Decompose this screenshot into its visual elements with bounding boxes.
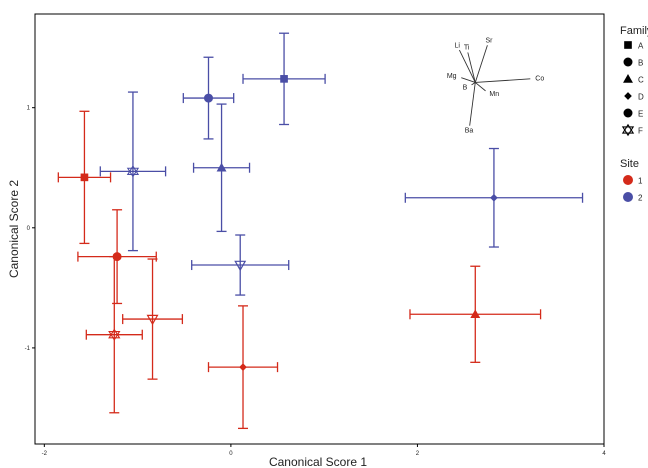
plot-panel xyxy=(34,13,605,445)
legend-family-title: Family xyxy=(620,25,648,37)
x-tick-label: -2 xyxy=(42,451,48,457)
biplot-label: B xyxy=(463,85,468,92)
data-point xyxy=(242,32,326,126)
legend-family-marker xyxy=(623,57,633,67)
data-point xyxy=(122,258,184,380)
point-marker xyxy=(216,162,227,172)
biplot-label: Li xyxy=(454,43,460,50)
legend-family-entry: B xyxy=(623,57,643,68)
point-marker xyxy=(146,314,159,326)
point-marker xyxy=(126,165,140,178)
biplot-arrow xyxy=(475,78,531,83)
point-marker xyxy=(108,328,121,341)
x-tick-label: 0 xyxy=(229,451,233,457)
legend-family-label: E xyxy=(638,110,643,119)
legend-family-entry: A xyxy=(624,41,644,51)
legend-site-entry: 1 xyxy=(623,175,643,186)
point-marker xyxy=(239,363,247,371)
biplot-label: Ti xyxy=(464,45,470,52)
legend-site-label: 1 xyxy=(638,177,643,186)
legend-family-entry: D xyxy=(624,92,644,102)
y-axis-label: Canonical Score 2 xyxy=(7,180,21,278)
x-tick-label: 4 xyxy=(602,451,606,457)
legend-site-label: 2 xyxy=(638,194,643,203)
biplot-arrow xyxy=(459,49,476,83)
axis-ticks: -2 0 2 4 -1 0 1 xyxy=(25,106,607,457)
data-point xyxy=(99,91,167,252)
star-up-triangle xyxy=(126,165,140,176)
point-marker xyxy=(280,75,288,83)
biplot-label: Sr xyxy=(485,37,493,44)
legend-family-label: C xyxy=(638,76,644,85)
data-point xyxy=(404,147,584,248)
data-point xyxy=(207,305,279,430)
biplot-arrow xyxy=(469,82,476,126)
biplot-arrow xyxy=(474,45,488,83)
biplot-arrow xyxy=(471,82,476,86)
star-up-triangle xyxy=(621,123,635,134)
legend-family-label: B xyxy=(638,59,643,68)
biplot-arrow xyxy=(474,82,486,92)
legend-site-marker xyxy=(623,192,633,202)
legend-family-label: D xyxy=(638,93,644,102)
legend-site-entries: 12 xyxy=(623,175,643,203)
legend-family-marker xyxy=(621,123,635,137)
legend-family-entry: C xyxy=(623,74,644,85)
legend-family-entry: E xyxy=(623,108,643,119)
legend-family-marker xyxy=(624,41,632,49)
point-marker xyxy=(470,309,481,318)
legend-site-entry: 2 xyxy=(623,192,643,203)
data-point xyxy=(182,56,235,140)
biplot-label: Ba xyxy=(465,128,474,135)
legend-family-marker xyxy=(624,92,632,100)
point-marker xyxy=(203,93,213,103)
biplot-label: Mn xyxy=(489,91,499,98)
legend-site: Site 12 xyxy=(620,158,643,203)
legend-site-title: Site xyxy=(620,158,639,170)
star-up-triangle xyxy=(108,328,121,339)
legend-family-marker xyxy=(623,74,633,83)
data-points xyxy=(57,32,584,430)
biplot-label: Co xyxy=(535,76,544,83)
biplot-arrow xyxy=(467,52,476,83)
data-point xyxy=(85,255,143,414)
y-tick-label: -1 xyxy=(25,346,31,352)
star-down-triangle xyxy=(108,331,121,341)
legend-family-label: F xyxy=(638,127,643,136)
biplot-label: Mg xyxy=(447,73,457,80)
biplot-vectors: Li Ti Sr Mg B Mn Co Ba xyxy=(447,37,545,134)
point-marker xyxy=(80,173,89,182)
star-down-triangle xyxy=(126,167,140,178)
y-tick-label: 1 xyxy=(27,106,31,112)
y-tick-label: 0 xyxy=(27,226,31,232)
data-point xyxy=(191,234,290,296)
data-point xyxy=(409,265,542,363)
x-tick-label: 2 xyxy=(416,451,420,457)
data-point xyxy=(192,103,251,233)
star-down-triangle xyxy=(621,126,635,137)
legend-site-marker xyxy=(623,175,633,185)
data-point xyxy=(57,110,112,245)
biplot-arrow xyxy=(461,77,476,83)
point-marker xyxy=(234,260,247,272)
legend-family-label: A xyxy=(638,42,644,51)
legend-family-entry: F xyxy=(621,123,643,137)
point-marker xyxy=(490,193,498,202)
legend-family-marker xyxy=(623,108,633,118)
x-axis-label: Canonical Score 1 xyxy=(269,455,367,468)
